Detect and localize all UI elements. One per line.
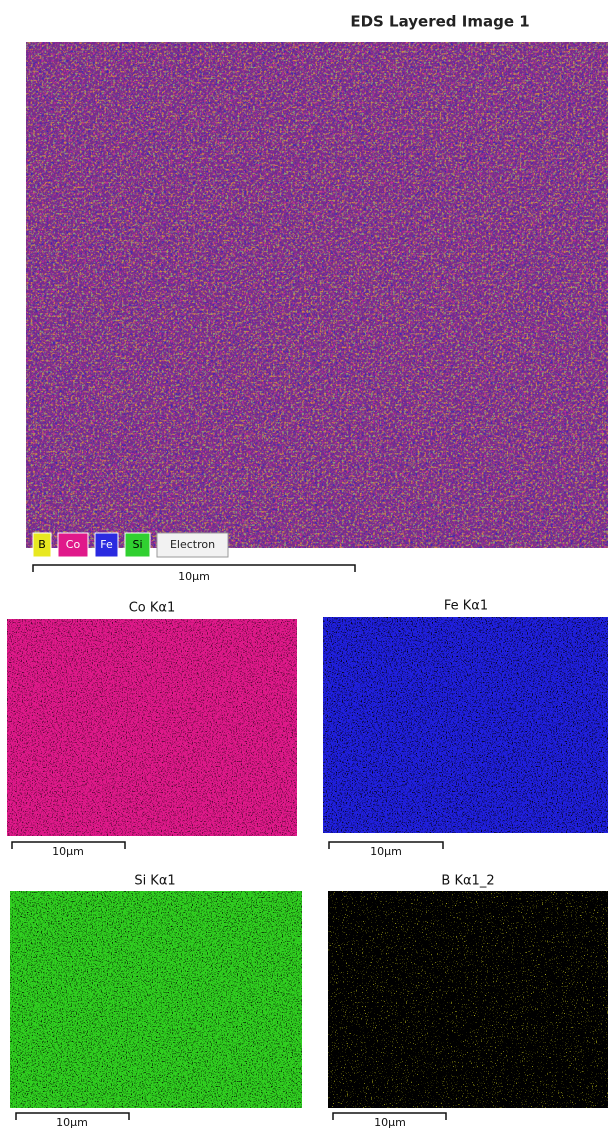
panel-title: Fe Kα1 <box>444 599 488 614</box>
legend-item: Electron <box>170 538 215 551</box>
panel-title: Co Kα1 <box>129 601 176 616</box>
scale-label: 10µm <box>370 845 402 858</box>
legend-item: B <box>38 538 46 551</box>
title: EDS Layered Image 1 <box>350 13 529 31</box>
scale-label: 10µm <box>374 1116 406 1129</box>
panel-title: B Kα1_2 <box>441 874 494 889</box>
scale-label: 10µm <box>56 1116 88 1129</box>
legend-item: Fe <box>100 538 113 551</box>
panel-title: Si Kα1 <box>134 874 175 889</box>
scale-bar <box>332 1112 447 1120</box>
scale-bar <box>32 564 356 572</box>
layered-map <box>26 42 608 548</box>
fe-map <box>323 617 608 833</box>
scale-bar <box>15 1112 130 1120</box>
scale-label: 10µm <box>178 570 210 583</box>
scale-label: 10µm <box>52 845 84 858</box>
scale-bar <box>11 841 126 849</box>
si-map <box>10 891 302 1108</box>
legend-item: Co <box>66 538 81 551</box>
legend: B Co Fe Si Electron <box>32 532 229 558</box>
co-map <box>7 619 297 836</box>
legend-item: Si <box>132 538 142 551</box>
b-map <box>328 891 608 1108</box>
scale-bar <box>328 841 444 849</box>
